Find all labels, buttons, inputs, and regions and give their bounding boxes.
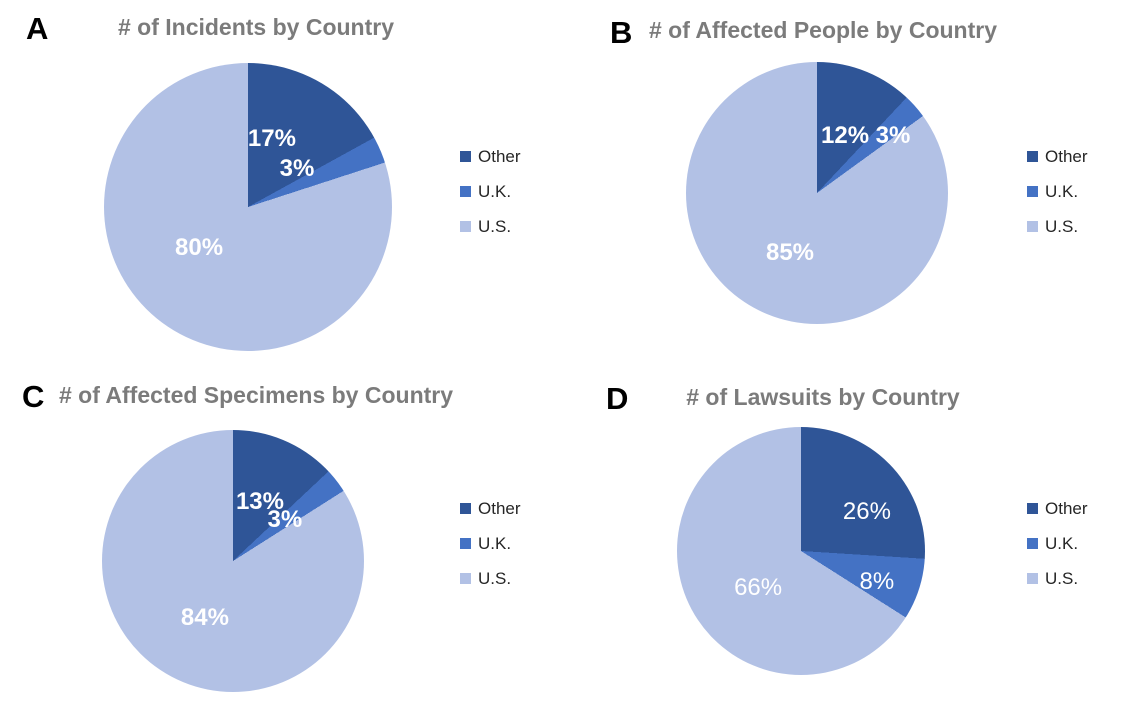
panel-c-affected-specimens: C # of Affected Specimens by Country 13%…: [0, 352, 567, 704]
legend-label: Other: [478, 147, 521, 166]
legend-item-other: Other: [460, 498, 564, 519]
legend-item-uk: U.K.: [460, 181, 564, 202]
legend-swatch-icon: [1027, 221, 1038, 232]
legend-label: U.S.: [1045, 217, 1079, 236]
legend-affected-people: Other U.K. U.S.: [1027, 146, 1131, 251]
legend-item-uk: U.K.: [1027, 533, 1131, 554]
slice-label: 3%: [875, 121, 911, 149]
legend-label: U.K.: [1045, 534, 1079, 553]
legend-item-other: Other: [1027, 146, 1131, 167]
legend-item-other: Other: [460, 146, 564, 167]
legend-swatch-icon: [1027, 186, 1038, 197]
panel-b-affected-people: B # of Affected People by Country 12% 3% 8…: [567, 0, 1135, 352]
pie-lawsuits: 26% 8% 66%: [677, 427, 925, 675]
legend-item-us: U.S.: [1027, 568, 1131, 589]
panel-a-incidents: A # of Incidents by Country 17% 3% 80% Oth…: [0, 0, 567, 352]
slice-label: 26%: [842, 498, 891, 526]
chart-title-lawsuits: # of Lawsuits by Country: [686, 384, 960, 410]
slice-label: 84%: [180, 604, 229, 632]
legend-label: U.S.: [1045, 569, 1079, 588]
legend-swatch-icon: [1027, 503, 1038, 514]
chart-title-affected-specimens: # of Affected Specimens by Country: [58, 382, 454, 408]
slice-label: 3%: [267, 506, 303, 534]
legend-item-uk: U.K.: [1027, 181, 1131, 202]
slice-label: 17%: [247, 125, 296, 153]
slice-label: 85%: [765, 238, 815, 266]
legend-swatch-icon: [1027, 538, 1038, 549]
legend-swatch-icon: [1027, 573, 1038, 584]
panel-letter-b: B: [610, 15, 633, 50]
legend-label: U.K.: [478, 534, 512, 553]
slice-label: 66%: [734, 573, 783, 601]
legend-swatch-icon: [460, 221, 471, 232]
legend-label: U.K.: [1045, 182, 1079, 201]
legend-label: Other: [1045, 499, 1088, 518]
legend-swatch-icon: [460, 186, 471, 197]
legend-label: Other: [478, 499, 521, 518]
panel-letter-a: A: [26, 11, 49, 46]
legend-label: Other: [1045, 147, 1088, 166]
pie-affected-people: 12% 3% 85%: [686, 62, 948, 324]
legend-item-us: U.S.: [1027, 216, 1131, 237]
legend-item-other: Other: [1027, 498, 1131, 519]
panel-d-lawsuits: D # of Lawsuits by Country 26% 8% 66% Othe…: [567, 352, 1135, 704]
pie-affected-specimens: 13% 3% 84%: [102, 430, 364, 692]
slice-label: 8%: [859, 568, 895, 595]
pie-incidents: 17% 3% 80%: [104, 63, 392, 351]
slice-label: 12%: [821, 121, 870, 149]
legend-label: U.K.: [478, 182, 512, 201]
legend-swatch-icon: [460, 503, 471, 514]
legend-item-us: U.S.: [460, 568, 564, 589]
legend-item-us: U.S.: [460, 216, 564, 237]
legend-swatch-icon: [460, 573, 471, 584]
slice-label: 3%: [279, 154, 315, 182]
legend-incidents: Other U.K. U.S.: [460, 146, 564, 251]
panel-letter-d: D: [606, 381, 629, 416]
legend-swatch-icon: [460, 538, 471, 549]
slice-label: 13%: [235, 488, 285, 516]
legend-affected-specimens: Other U.K. U.S.: [460, 498, 564, 603]
legend-swatch-icon: [460, 151, 471, 162]
legend-swatch-icon: [1027, 151, 1038, 162]
chart-title-affected-people: # of Affected People by Country: [648, 17, 998, 43]
legend-lawsuits: Other U.K. U.S.: [1027, 498, 1131, 603]
legend-label: U.S.: [478, 217, 512, 236]
legend-label: U.S.: [478, 569, 512, 588]
chart-title-incidents: # of Incidents by Country: [117, 14, 395, 40]
panel-letter-c: C: [22, 379, 45, 414]
slice-label: 80%: [175, 233, 224, 261]
legend-item-uk: U.K.: [460, 533, 564, 554]
